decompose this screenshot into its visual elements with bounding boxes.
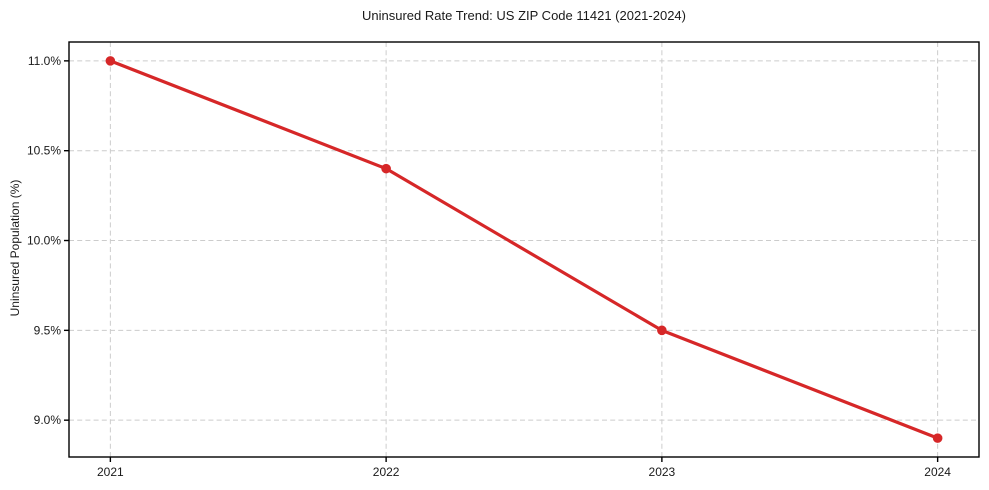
plot-border	[68, 41, 980, 458]
x-tick-label: 2021	[97, 465, 124, 479]
x-tick-label: 2024	[924, 465, 951, 479]
data-point-2022	[381, 163, 391, 174]
y-tick-label: 9.5%	[34, 323, 62, 337]
y-tick-label: 11.0%	[28, 54, 61, 68]
chart-title: Uninsured Rate Trend: US ZIP Code 11421 …	[362, 8, 686, 23]
y-tick-label: 10.5%	[27, 144, 61, 158]
y-tick-label: 10.0%	[27, 234, 61, 248]
y-tick-label: 9.0%	[34, 413, 62, 427]
data-point-2021	[105, 56, 116, 66]
x-tick-label: 2023	[649, 465, 676, 479]
data-point-2024	[932, 433, 943, 443]
x-tick-label: 2022	[373, 465, 400, 479]
data-point-2023	[657, 325, 667, 336]
trend-line	[108, 59, 940, 440]
